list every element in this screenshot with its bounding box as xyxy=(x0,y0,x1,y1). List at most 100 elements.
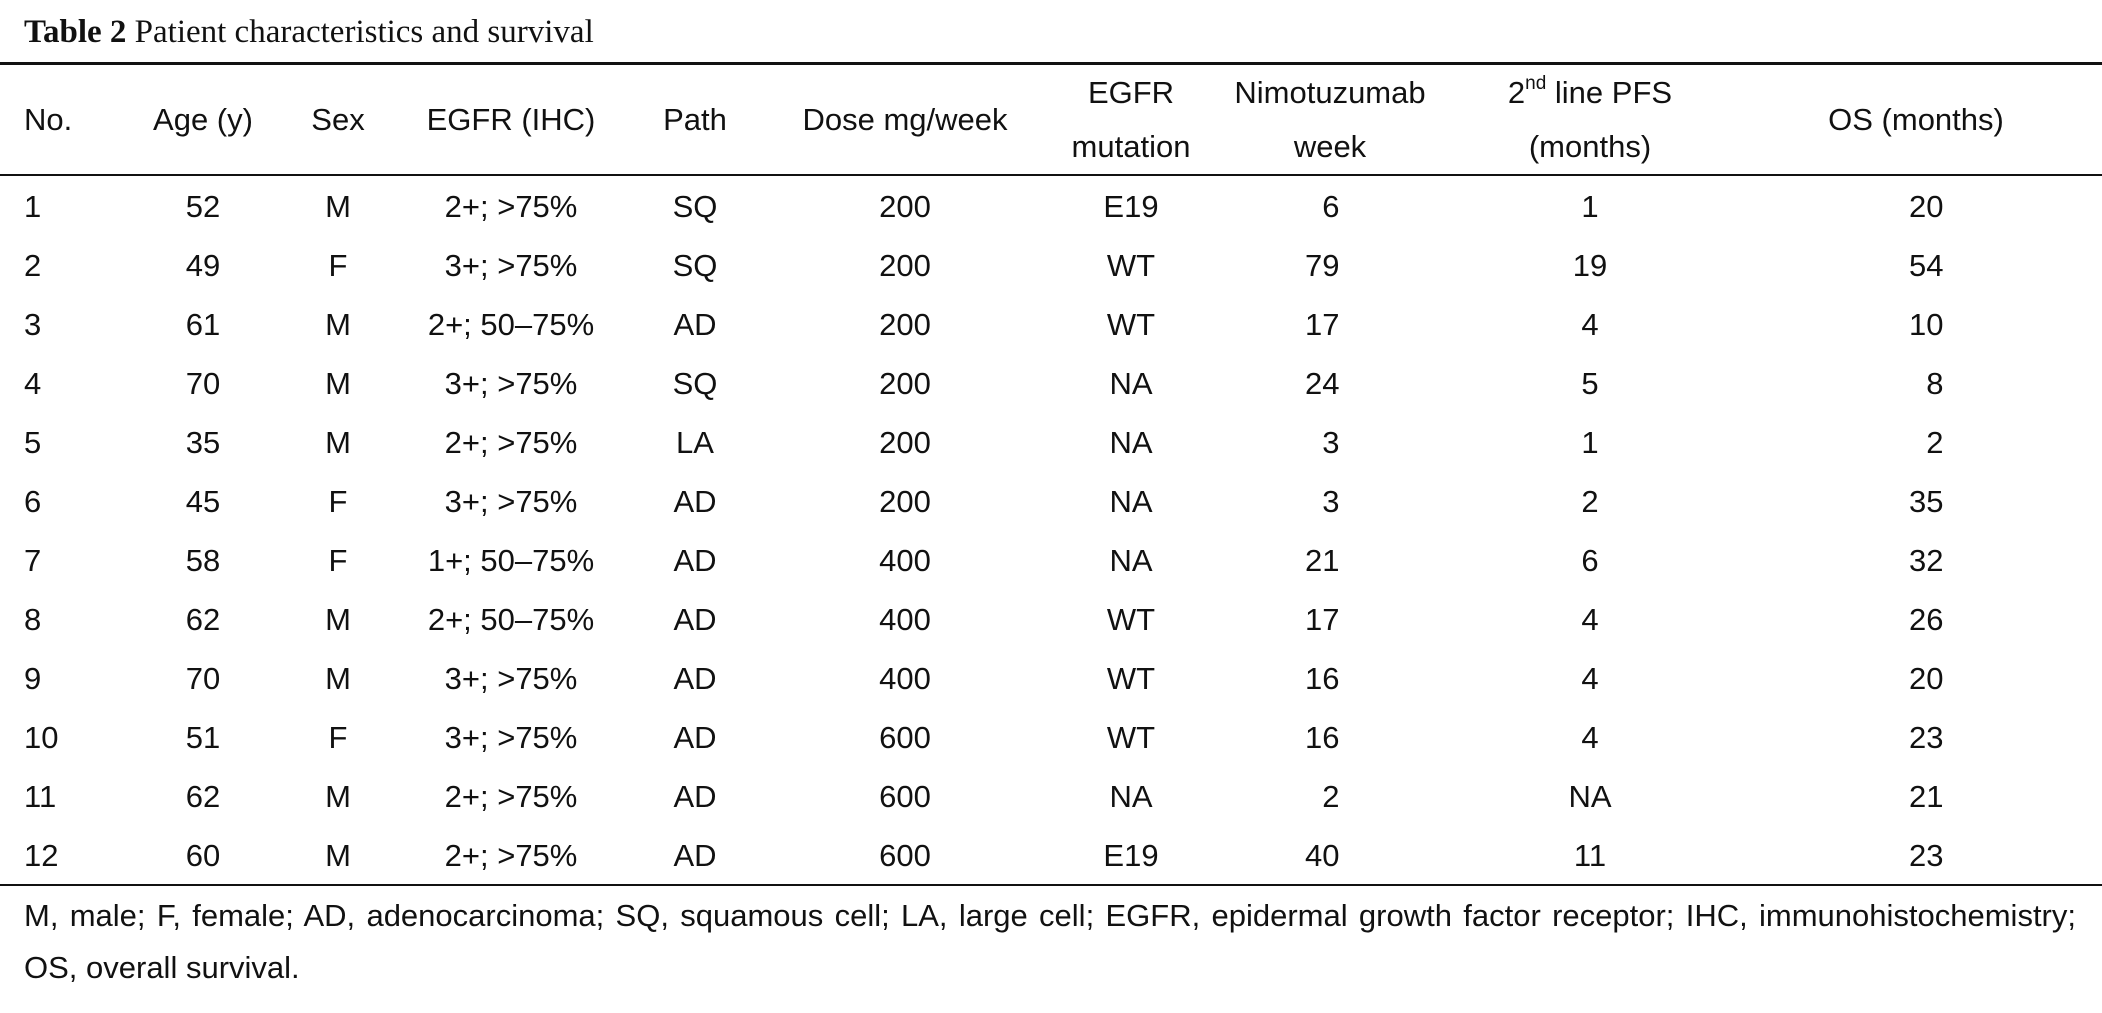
cell-mutation: NA xyxy=(1109,542,1153,578)
cell-pfs: 6 xyxy=(1450,531,1730,590)
top-rule xyxy=(0,62,2102,65)
patient-table: No. Age (y) Sex EGFR (IHC) Path Dose mg/… xyxy=(0,65,2102,885)
header-row: No. Age (y) Sex EGFR (IHC) Path Dose mg/… xyxy=(0,65,2102,174)
cell-os: 23 xyxy=(1730,826,2102,885)
cell-age: 49 xyxy=(185,247,221,283)
cell-value: 5 xyxy=(1581,365,1599,401)
table-row: 6 45 F 3+; >75% AD 200 NA 3 2 35 xyxy=(0,472,2102,531)
table-footnote: M, male; F, female; AD, adenocarcinoma; … xyxy=(24,898,2076,985)
cell-dose: 400 xyxy=(879,542,931,578)
cell-mutation: WT xyxy=(1106,306,1156,342)
cell-value: 21 xyxy=(1305,542,1340,578)
cell-pfs: 4 xyxy=(1450,590,1730,649)
cell-sex: M xyxy=(325,837,351,873)
cell-mutation: WT xyxy=(1106,719,1156,755)
header-pfs-superscript: nd xyxy=(1525,72,1547,94)
table-body: 1 52 M 2+; >75% SQ 200 E19 6 1 20 2 49 F 3+; >75% SQ 20… xyxy=(0,174,2102,885)
cell-value: 21 xyxy=(1909,778,1944,814)
cell-os: 10 xyxy=(1730,295,2102,354)
cell-value: 4 xyxy=(1581,306,1599,342)
cell-sex: M xyxy=(325,660,351,696)
cell-value: 8 xyxy=(1926,365,1944,401)
cell-egfr-ihc: 3+; >75% xyxy=(444,719,578,755)
cell-path: AD xyxy=(673,719,717,755)
cell-path: AD xyxy=(673,483,717,519)
cell-value: 16 xyxy=(1305,660,1340,696)
cell-value: 20 xyxy=(1909,188,1944,224)
cell-nimo: 79 xyxy=(1210,236,1450,295)
table-row: 8 62 M 2+; 50–75% AD 400 WT 17 4 26 xyxy=(0,590,2102,649)
cell-os: 21 xyxy=(1730,767,2102,826)
header-nimotuzumab-line2: week xyxy=(1293,128,1367,164)
cell-path: SQ xyxy=(672,188,718,224)
cell-mutation: WT xyxy=(1106,601,1156,637)
cell-nimo: 24 xyxy=(1210,354,1450,413)
cell-no: 6 xyxy=(24,483,42,519)
header-egfr-ihc: EGFR (IHC) xyxy=(426,101,596,137)
cell-sex: M xyxy=(325,306,351,342)
cell-mutation: WT xyxy=(1106,660,1156,696)
cell-path: SQ xyxy=(672,247,718,283)
cell-nimo: 17 xyxy=(1210,590,1450,649)
cell-value: 3 xyxy=(1322,483,1340,519)
header-egfr-mutation: EGFR mutation xyxy=(1052,65,1210,174)
cell-dose: 200 xyxy=(879,424,931,460)
cell-value: 23 xyxy=(1909,837,1944,873)
cell-no: 9 xyxy=(24,660,42,696)
cell-value: 2 xyxy=(1926,424,1944,460)
cell-path: AD xyxy=(673,837,717,873)
cell-no: 10 xyxy=(24,719,59,755)
cell-pfs: NA xyxy=(1450,767,1730,826)
cell-value: 1 xyxy=(1581,424,1599,460)
cell-os: 54 xyxy=(1730,236,2102,295)
cell-mutation: WT xyxy=(1106,247,1156,283)
cell-value: 16 xyxy=(1305,719,1340,755)
cell-sex: M xyxy=(325,601,351,637)
cell-no: 5 xyxy=(24,424,42,460)
cell-pfs: 4 xyxy=(1450,708,1730,767)
cell-age: 45 xyxy=(185,483,221,519)
cell-no: 3 xyxy=(24,306,42,342)
cell-pfs: 1 xyxy=(1450,413,1730,472)
cell-no: 8 xyxy=(24,601,42,637)
table-row: 12 60 M 2+; >75% AD 600 E19 40 11 23 xyxy=(0,826,2102,885)
cell-value: 2 xyxy=(1322,778,1340,814)
header-pfs-unit: (months) xyxy=(1528,128,1652,164)
cell-egfr-ihc: 2+; 50–75% xyxy=(427,601,595,637)
cell-pfs: 4 xyxy=(1450,295,1730,354)
cell-path: SQ xyxy=(672,365,718,401)
header-no: No. xyxy=(24,101,73,137)
cell-value: 79 xyxy=(1305,247,1340,283)
cell-age: 62 xyxy=(185,778,221,814)
cell-value: 6 xyxy=(1322,188,1340,224)
cell-pfs: 1 xyxy=(1450,174,1730,236)
cell-sex: M xyxy=(325,365,351,401)
cell-sex: F xyxy=(328,483,348,519)
header-path: Path xyxy=(663,101,727,137)
cell-dose: 200 xyxy=(879,247,931,283)
cell-pfs: 2 xyxy=(1450,472,1730,531)
cell-pfs: 11 xyxy=(1450,826,1730,885)
cell-egfr-ihc: 3+; >75% xyxy=(444,660,578,696)
cell-no: 4 xyxy=(24,365,42,401)
cell-os: 20 xyxy=(1730,649,2102,708)
cell-value: NA xyxy=(1568,778,1612,814)
cell-value: 23 xyxy=(1909,719,1944,755)
cell-sex: F xyxy=(328,247,348,283)
cell-nimo: 40 xyxy=(1210,826,1450,885)
cell-os: 8 xyxy=(1730,354,2102,413)
header-sex: Sex xyxy=(311,101,365,137)
header-egfr-mutation-line1: EGFR xyxy=(1087,74,1175,110)
cell-egfr-ihc: 2+; 50–75% xyxy=(427,306,595,342)
cell-nimo: 3 xyxy=(1210,472,1450,531)
cell-age: 58 xyxy=(185,542,221,578)
cell-value: 3 xyxy=(1322,424,1340,460)
cell-no: 1 xyxy=(24,188,42,224)
cell-mutation: NA xyxy=(1109,778,1153,814)
cell-value: 4 xyxy=(1581,601,1599,637)
cell-nimo: 2 xyxy=(1210,767,1450,826)
cell-egfr-ihc: 3+; >75% xyxy=(444,247,578,283)
cell-mutation: E19 xyxy=(1103,837,1159,873)
cell-sex: F xyxy=(328,719,348,755)
cell-os: 26 xyxy=(1730,590,2102,649)
